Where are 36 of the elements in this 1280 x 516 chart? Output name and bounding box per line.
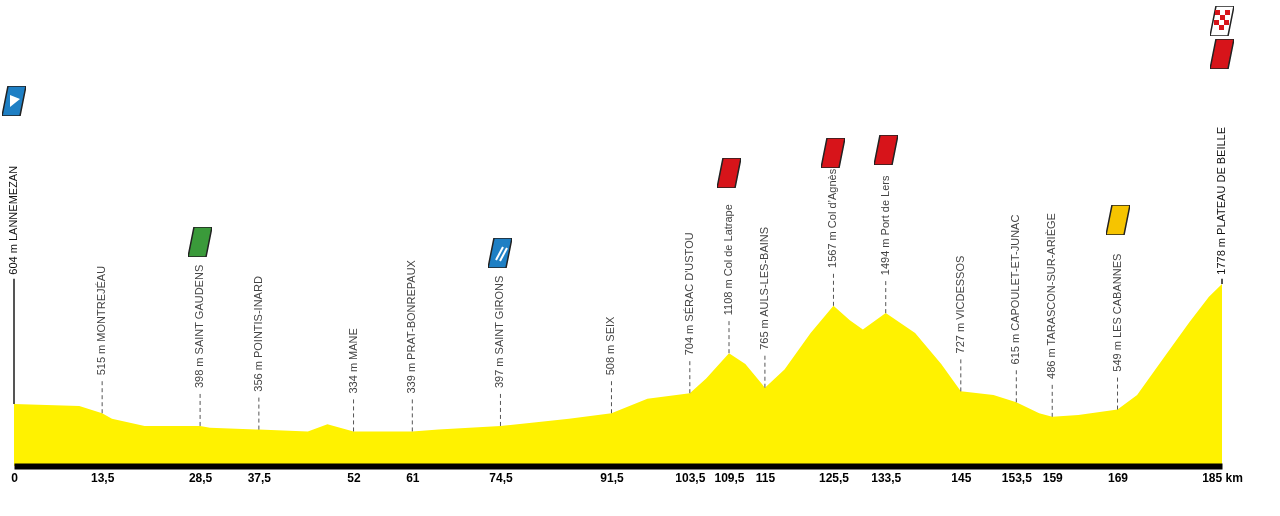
x-tick-label: 0 bbox=[11, 470, 19, 485]
annotation: 1567 m Col d’Agnès bbox=[826, 168, 839, 268]
annotation: 508 m SEIX bbox=[604, 315, 617, 376]
x-tick-label: 74,5 bbox=[489, 470, 513, 485]
annotation: 1494 m Port de Lers bbox=[878, 175, 891, 276]
annotation: 615 m CAPOULET-ET-JUNAC bbox=[1009, 214, 1022, 365]
x-tick-label: 153,5 bbox=[1001, 470, 1033, 485]
x-tick-label: 37,5 bbox=[247, 470, 272, 485]
x-tick-label: 109,5 bbox=[714, 470, 745, 485]
x-tick-label: 28,5 bbox=[188, 470, 213, 485]
annotation: 334 m MANE bbox=[346, 328, 359, 394]
x-tick-label: 133,5 bbox=[871, 470, 902, 485]
annotation: 765 m AULS-LES-BAINS bbox=[757, 226, 770, 350]
x-tick-label: 103,5 bbox=[675, 470, 706, 485]
annotation: 356 m POINTIS-INARD bbox=[251, 276, 264, 392]
annotation: 398 m SAINT GAUDENS bbox=[193, 264, 206, 389]
x-tick-label: 145 bbox=[951, 470, 972, 485]
x-tick-label: 91,5 bbox=[600, 470, 624, 485]
text: 604 m LANNEMEZAN bbox=[7, 165, 19, 275]
annotation: 515 m MONTREJÉAU bbox=[95, 265, 108, 376]
x-tick-label: 13,5 bbox=[90, 470, 115, 485]
x-tick-label: 159 bbox=[1042, 470, 1064, 485]
annotation: 549 m LES CABANNES bbox=[1110, 253, 1123, 372]
x-tick-label: 61 bbox=[406, 470, 420, 485]
annotation: 1108 m Col de Latrape bbox=[722, 204, 735, 316]
annotation: 704 m SÉRAC D'USTOU bbox=[682, 232, 695, 356]
x-tick-label: 185 km bbox=[1202, 470, 1243, 485]
annotation: 727 m VICDESSOS bbox=[953, 255, 966, 354]
x-tick-label: 115 bbox=[755, 470, 776, 485]
x-tick-label: 169 bbox=[1108, 470, 1129, 485]
annotation: 1778 m PLATEAU DE BEILLE bbox=[1215, 126, 1227, 275]
annotation: 486 m TARASCON-SUR-ARIÈGE bbox=[1045, 213, 1058, 379]
x-tick-label: 52 bbox=[347, 470, 362, 485]
x-tick-label: 125,5 bbox=[818, 470, 850, 485]
annotation: 397 m SAINT GIRONS bbox=[493, 275, 506, 389]
annotation: 339 m PRAT-BONREPAUX bbox=[405, 259, 418, 394]
